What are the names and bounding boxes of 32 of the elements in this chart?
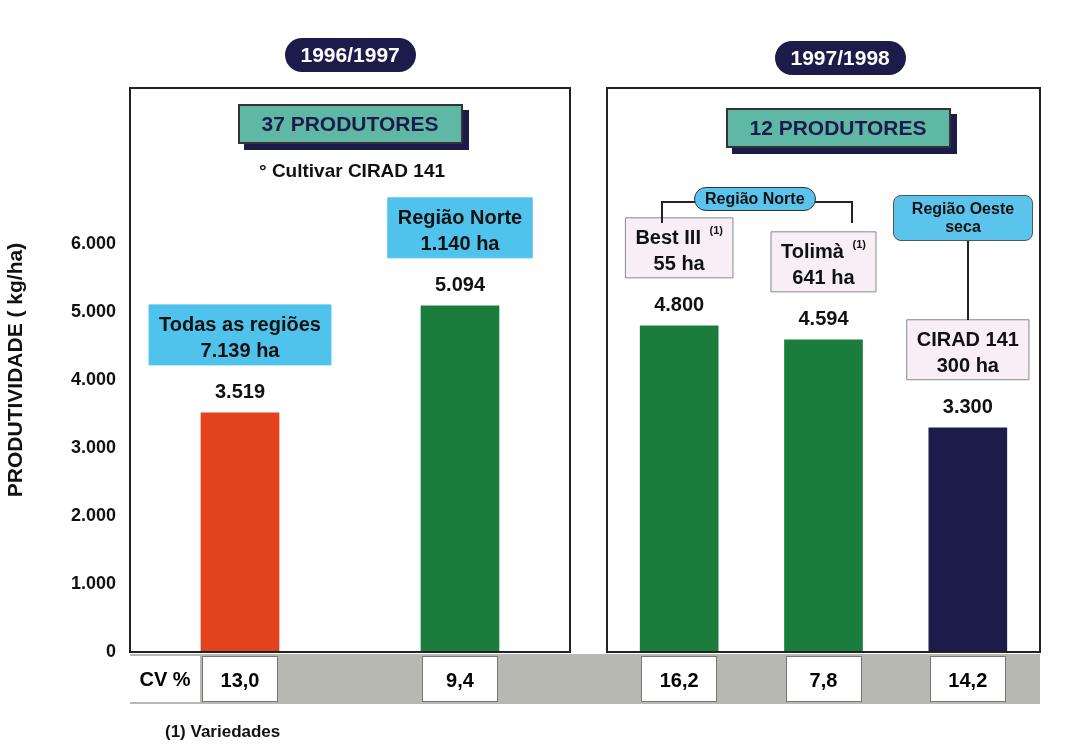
annotation: ° Cultivar CIRAD 141 [259,160,446,182]
text: 1996/1997 [284,38,416,72]
text: 7,8 [785,656,862,702]
annotation: 37 PRODUTORES [237,104,463,144]
y-axis-title: PRODUTIVIDADE ( kg/ha) [3,242,27,498]
category-label: Best III (1) 55 ha [635,223,723,274]
data-label: 5.094 [434,273,486,296]
annotation: Região Oeste seca [893,195,1033,241]
text: 13,0 [202,656,278,702]
y-tick-label: 2.000 [70,505,116,526]
text: 1997/1998 [774,41,906,75]
y-tick-label: 6.000 [70,233,116,254]
category-label: Tolimà (1) 641 ha [781,237,866,288]
text: 14,2 [929,656,1006,702]
y-tick-label: 0 [105,640,116,661]
x-tick-label: Região Norte 1.140 ha [397,205,523,254]
data-label: 3.300 [942,395,993,418]
data-label: 4.800 [654,293,705,316]
annotation: 12 PRODUTORES [725,108,951,148]
text: (1) Variedades [165,722,281,742]
annotation: Região Norte [694,187,816,211]
text: 9,4 [422,656,498,702]
y-tick-label: 5.000 [70,301,116,322]
data-label: 4.594 [798,307,850,330]
y-tick-label: 1.000 [70,573,116,594]
text: 16,2 [641,656,718,702]
y-tick-label: 3.000 [70,437,116,458]
y-tick-label: 4.000 [70,369,116,390]
x-tick-label: CIRAD 141 300 ha [916,327,1019,376]
text: CV % [130,656,200,702]
x-tick-label: Todas as regiões 7.139 ha [159,312,321,361]
data-label: 3.519 [214,380,266,403]
